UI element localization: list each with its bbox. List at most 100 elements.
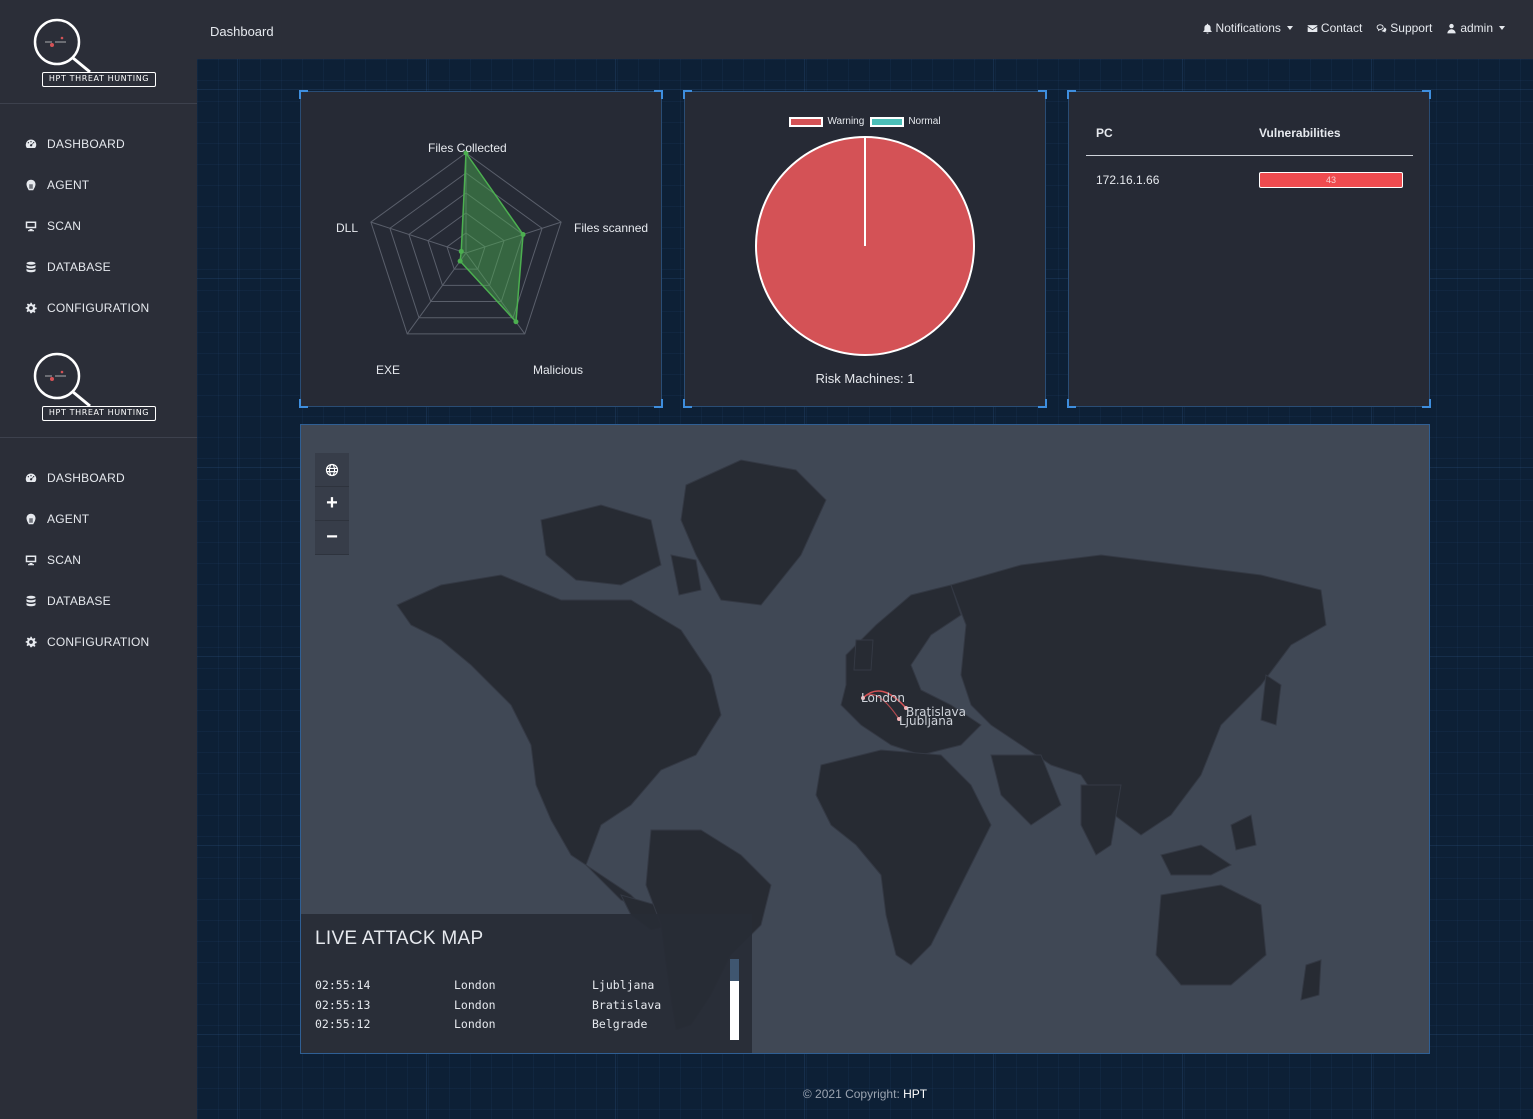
attack-row[interactable]: 02:55:14 London Ljubljana [315,978,715,998]
attack-row[interactable]: 02:55:13 London Bratislava [315,998,715,1018]
attack-source: London [454,1017,496,1031]
breadcrumb[interactable]: Dashboard [210,24,274,39]
pie-chart [755,136,975,356]
logo-secondary[interactable]: HPT THREAT HUNTING [0,334,197,438]
logo-text: HPT THREAT HUNTING [42,406,156,421]
magnifier-logo-icon [33,18,91,74]
sidebar-item-label: CONFIGURATION [47,634,150,649]
attack-target: Bratislava [592,997,662,1012]
table-header: PC Vulnerabilities [1086,120,1413,156]
radar-point[interactable] [463,150,469,156]
sidebar-item-label: CONFIGURATION [47,300,150,315]
gear-icon [24,301,38,315]
sidebar-item-database[interactable]: DATABASE [0,580,197,621]
comments-icon [1376,23,1387,33]
column-header-pc: PC [1096,126,1113,140]
legend-item-normal[interactable]: Normal [870,116,941,127]
sidebar-item-dashboard[interactable]: DASHBOARD [0,123,197,164]
live-attack-title: LIVE ATTACK MAP [315,928,484,949]
agent-icon [24,178,38,192]
caret-down-icon [1286,26,1293,30]
sidebar-item-configuration[interactable]: CONFIGURATION [0,287,197,328]
bell-icon [1202,23,1212,34]
live-attack-panel: LIVE ATTACK MAP 02:55:14 London Ljubljan… [301,914,752,1053]
legend-label-warning: Warning [827,116,865,127]
attack-list-scrollbar[interactable] [730,959,739,1040]
attack-target: Ljubljana [592,978,655,992]
notifications-dropdown[interactable]: Notifications [1202,21,1293,35]
attack-source: London [454,997,496,1012]
attack-time: 02:55:14 [315,978,371,992]
attack-time: 02:55:12 [315,1017,371,1031]
sidebar-item-label: DASHBOARD [47,470,125,485]
support-label: Support [1390,21,1433,35]
user-label: admin [1460,21,1493,35]
attack-row[interactable]: 02:55:12 London Belgrade [315,1017,715,1037]
support-link[interactable]: Support [1376,21,1432,35]
sidebar-item-label: SCAN [47,552,82,567]
pie-legend: Warning Normal [685,116,1045,127]
table-row[interactable]: 172.16.1.66 43 [1086,156,1413,198]
vulnerabilities-card: PC Vulnerabilities 172.16.1.66 43 [1067,90,1431,408]
sidebar-item-scan[interactable]: SCAN [0,539,197,580]
globe-icon [325,463,339,476]
column-header-vulnerabilities: Vulnerabilities [1259,126,1341,140]
legend-swatch-normal [870,116,905,127]
agent-icon [24,512,38,526]
magnifier-logo-icon [33,352,91,408]
plus-icon: + [326,492,338,514]
contact-label: Contact [1320,21,1363,35]
pie-card: Warning Normal Risk Machines: 1 [683,90,1047,408]
sidebar-item-scan[interactable]: SCAN [0,205,197,246]
dashboard-icon [24,137,38,151]
zoom-in-button[interactable]: + [315,487,349,521]
zoom-out-button[interactable]: − [315,521,349,555]
radar-data-area [459,150,524,324]
attack-map[interactable]: + − London Bratislava Ljubljana LIVE ATT… [300,424,1430,1054]
attack-target: Belgrade [592,1017,648,1031]
legend-item-warning[interactable]: Warning [789,116,864,127]
sidebar-item-label: AGENT [47,511,90,526]
radar-label-dll: DLL [336,221,359,235]
map-globe-button[interactable] [315,453,349,487]
vulnerabilities-table: PC Vulnerabilities 172.16.1.66 43 [1086,120,1413,198]
sidebar-item-configuration[interactable]: CONFIGURATION [0,621,197,662]
radar-grid [370,152,562,335]
radar-chart [370,150,562,335]
sidebar-item-agent[interactable]: AGENT [0,164,197,205]
dashboard-icon [24,471,38,485]
radar-point[interactable] [458,248,464,254]
sidebar-item-label: DATABASE [47,593,111,608]
radar-point[interactable] [513,319,519,325]
logo[interactable]: HPT THREAT HUNTING [0,0,197,104]
vulnerability-count-bar: 43 [1259,172,1403,188]
legend-swatch-warning [789,116,824,127]
minus-icon: − [326,526,338,548]
world-map [396,459,1327,1031]
contact-link[interactable]: Contact [1307,21,1362,35]
legend-label-normal: Normal [908,116,941,127]
database-icon [24,594,38,608]
footer-brand-link[interactable]: HPT [903,1087,928,1101]
radar-point[interactable] [520,231,526,237]
radar-point[interactable] [457,258,463,264]
attack-list: 02:55:14 London Ljubljana 02:55:13 Londo… [315,978,715,1037]
user-icon [1447,23,1456,33]
sidebar-menu-primary: DASHBOARD AGENT SCAN DATABASE CONFIGURAT… [0,123,197,328]
sidebar: HPT THREAT HUNTING DASHBOARD AGENT SCAN … [0,0,197,1119]
radar-label-malicious: Malicious [533,363,584,377]
radar-label-exe: EXE [376,363,401,377]
database-icon [24,260,38,274]
monitor-icon [24,553,38,567]
sidebar-item-label: DATABASE [47,259,111,274]
envelope-icon [1307,24,1318,32]
footer: © 2021 Copyright: HPT [197,1087,1533,1101]
scrollbar-thumb[interactable] [730,981,739,1040]
sidebar-menu-secondary: DASHBOARD AGENT SCAN DATABASE CONFIGURAT… [0,457,197,662]
radar-card: Files Collected Files scanned Malicious … [299,90,663,408]
sidebar-item-dashboard[interactable]: DASHBOARD [0,457,197,498]
monitor-icon [24,219,38,233]
user-dropdown[interactable]: admin [1446,21,1505,35]
sidebar-item-agent[interactable]: AGENT [0,498,197,539]
sidebar-item-database[interactable]: DATABASE [0,246,197,287]
